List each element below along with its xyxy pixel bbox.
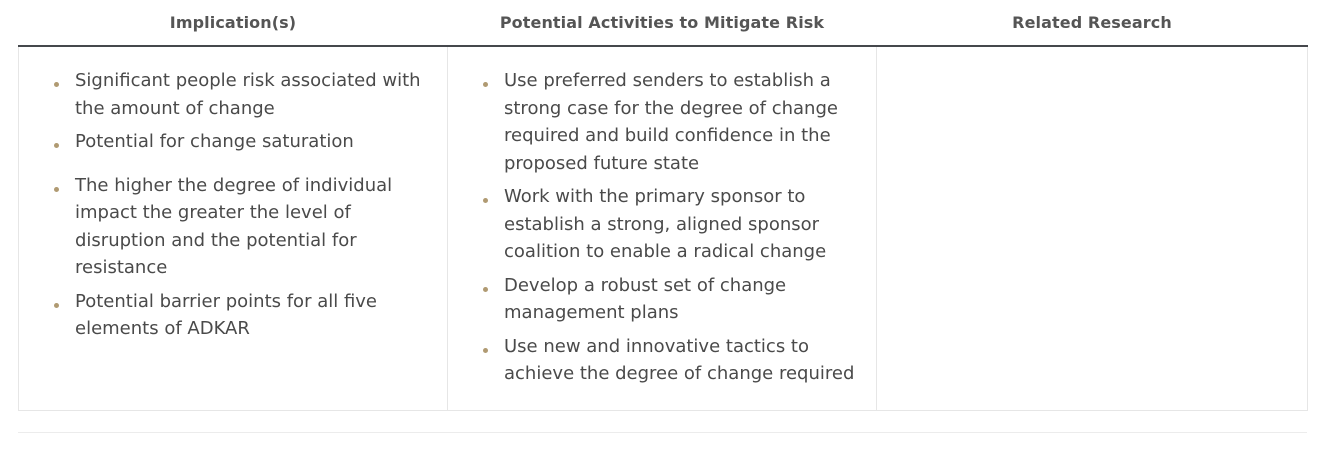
- header-row: Implication(s) Potential Activities to M…: [18, 0, 1308, 47]
- header-related-research: Related Research: [876, 0, 1308, 47]
- activity-text: Use new and innovative tactics to achiev…: [504, 335, 855, 385]
- list-item: Work with the primary sponsor to establi…: [458, 183, 864, 266]
- implication-text: The higher the degree of individual impa…: [75, 174, 393, 279]
- risk-table: Implication(s) Potential Activities to M…: [18, 0, 1308, 411]
- list-item: Potential barrier points for all five el…: [29, 288, 435, 343]
- table-body: Significant people risk associated with …: [18, 46, 1308, 411]
- list-item: Use new and innovative tactics to achiev…: [458, 333, 864, 388]
- bullet-icon: [54, 143, 59, 148]
- list-item: Use preferred senders to establish a str…: [458, 67, 864, 177]
- bullet-icon: [483, 198, 488, 203]
- implication-text: Potential barrier points for all five el…: [75, 290, 378, 340]
- implications-cell: Significant people risk associated with …: [18, 46, 448, 411]
- list-item: Develop a robust set of change managemen…: [458, 272, 864, 327]
- bullet-icon: [483, 286, 488, 292]
- activities-cell: Use preferred senders to establish a str…: [447, 46, 877, 411]
- list-item: Potential for change saturation: [29, 128, 435, 156]
- table-header: Implication(s) Potential Activities to M…: [18, 0, 1308, 47]
- activity-text: Work with the primary sponsor to establi…: [504, 186, 827, 262]
- implication-text: Potential for change saturation: [75, 131, 354, 152]
- activities-list: Use preferred senders to establish a str…: [458, 67, 864, 388]
- bullet-icon: [483, 347, 488, 353]
- bullet-icon: [54, 302, 59, 308]
- list-item: The higher the degree of individual impa…: [29, 172, 435, 282]
- implications-list: Significant people risk associated with …: [29, 67, 435, 343]
- implication-text: Significant people risk associated with …: [75, 70, 421, 119]
- list-item: Significant people risk associated with …: [29, 67, 435, 122]
- bullet-icon: [54, 82, 59, 87]
- table-row: Significant people risk associated with …: [18, 46, 1308, 411]
- activity-text: Develop a robust set of change managemen…: [504, 274, 787, 324]
- bullet-icon: [483, 82, 488, 87]
- section-divider: [18, 432, 1307, 433]
- bullet-icon: [54, 186, 59, 192]
- related-research-cell: [876, 46, 1308, 411]
- header-mitigation-activities: Potential Activities to Mitigate Risk: [447, 0, 877, 47]
- header-implications: Implication(s): [18, 0, 448, 47]
- activity-text: Use preferred senders to establish a str…: [504, 70, 838, 174]
- risk-table-container: Implication(s) Potential Activities to M…: [18, 0, 1308, 411]
